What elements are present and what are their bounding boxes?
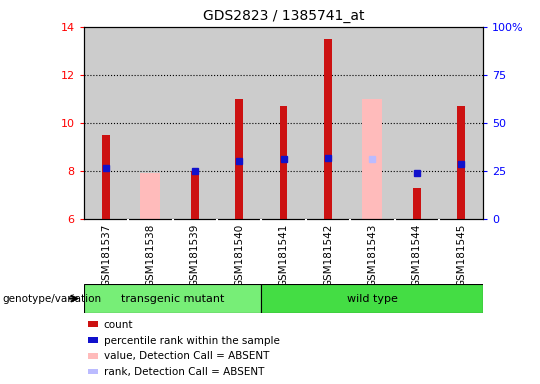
Bar <box>306 27 350 219</box>
Text: value, Detection Call = ABSENT: value, Detection Call = ABSENT <box>104 351 269 361</box>
Bar <box>395 27 439 219</box>
Bar <box>87 353 98 359</box>
Bar <box>457 106 465 219</box>
Bar <box>87 321 98 327</box>
Text: transgenic mutant: transgenic mutant <box>121 293 224 304</box>
Title: GDS2823 / 1385741_at: GDS2823 / 1385741_at <box>202 9 364 23</box>
Bar <box>140 173 160 219</box>
Text: GSM181543: GSM181543 <box>367 224 377 288</box>
Bar <box>350 27 395 219</box>
Bar <box>413 188 421 219</box>
Bar <box>217 27 261 219</box>
Text: count: count <box>104 320 133 330</box>
Text: GSM181539: GSM181539 <box>190 224 200 288</box>
Bar <box>261 284 483 313</box>
Text: rank, Detection Call = ABSENT: rank, Detection Call = ABSENT <box>104 367 264 377</box>
Text: percentile rank within the sample: percentile rank within the sample <box>104 336 280 346</box>
Bar <box>235 99 243 219</box>
Text: GSM181542: GSM181542 <box>323 224 333 288</box>
Text: genotype/variation: genotype/variation <box>3 293 102 304</box>
Bar <box>87 369 98 374</box>
Bar <box>280 106 287 219</box>
Text: GSM181544: GSM181544 <box>411 224 422 288</box>
Bar <box>191 171 199 219</box>
Bar <box>102 135 110 219</box>
Bar <box>84 284 261 313</box>
Bar <box>172 27 217 219</box>
Text: GSM181538: GSM181538 <box>145 224 156 288</box>
Bar <box>439 27 483 219</box>
Text: GSM181545: GSM181545 <box>456 224 466 288</box>
Bar <box>324 39 332 219</box>
Bar <box>84 27 128 219</box>
Text: GSM181537: GSM181537 <box>101 224 111 288</box>
Text: GSM181540: GSM181540 <box>234 224 244 287</box>
Bar <box>87 337 98 343</box>
Text: wild type: wild type <box>347 293 398 304</box>
Bar <box>261 27 306 219</box>
Bar <box>128 27 172 219</box>
Text: GSM181541: GSM181541 <box>279 224 288 288</box>
Bar <box>362 99 382 219</box>
